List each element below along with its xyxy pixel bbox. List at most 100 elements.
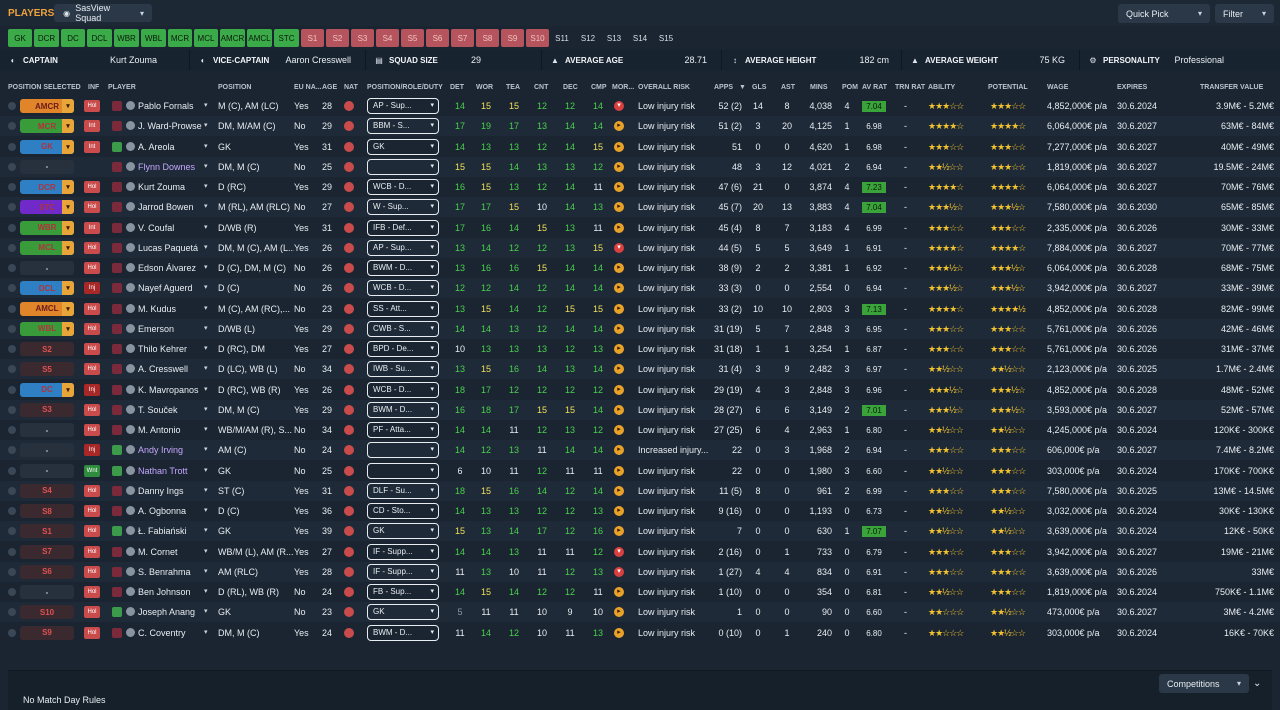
chevron-down-icon[interactable]: ▾ [204,223,208,231]
row-select-checkbox[interactable] [8,567,16,576]
col-ast[interactable]: AST [781,83,795,91]
player-name[interactable]: Lucas Paquetá [138,242,199,253]
morale-icon[interactable]: ▸ [614,263,624,273]
position-selected-dropdown[interactable]: - [20,261,74,275]
row-select-checkbox[interactable] [8,324,16,333]
player-name[interactable]: A. Ogbonna [138,506,187,516]
col-mins[interactable]: MINS [810,83,828,91]
row-select-checkbox[interactable] [8,426,16,434]
table-row[interactable]: S9 Hol C. Coventry ▾ DM, M (C) Yes 24 BWM - D..… [0,623,1280,643]
info-badge[interactable]: Hol [84,606,100,619]
position-chip-s1[interactable]: S1 [301,29,324,47]
match-day-rules[interactable]: No Match Day Rules [23,695,106,705]
role-duty-dropdown[interactable]: IWB - Su... ▾ [367,361,439,378]
position-chip-s8[interactable]: S8 [476,29,499,47]
position-chip-s13[interactable]: S13 [606,33,622,43]
position-selected-dropdown[interactable]: AMCR ▾ [20,99,74,113]
chevron-down-icon[interactable]: ▾ [204,142,208,150]
table-row[interactable]: - Hol M. Antonio ▾ WB/M/AM (R), S... No 34 PF -… [0,420,1280,440]
position-selected-dropdown[interactable]: S2 [20,342,74,356]
table-row[interactable]: DC ▾ Inj K. Mavropanos ▾ D (RC), WB (R) Yes 26 W… [0,380,1280,400]
table-row[interactable]: WBR ▾ Int V. Coufal ▾ D/WB (R) Yes 31 IFB - Def.… [0,218,1280,238]
chevron-down-icon[interactable]: ▾ [204,122,208,130]
morale-icon[interactable]: ▸ [614,465,624,476]
player-name[interactable]: Emerson [138,323,175,334]
col-expires[interactable]: EXPIRES [1117,83,1148,91]
col-trn-rat[interactable]: TRN RAT [895,83,926,91]
position-selected-dropdown[interactable]: DCR ▾ [20,180,74,194]
position-selected-dropdown[interactable]: S7 [20,544,74,559]
morale-icon[interactable]: ▾ [614,566,624,577]
chevron-down-icon[interactable]: ▾ [204,426,208,433]
chevron-down-icon[interactable]: ▾ [204,365,208,373]
morale-icon[interactable]: ▸ [614,141,624,152]
chevron-down-icon[interactable]: ▾ [204,284,208,292]
role-duty-dropdown[interactable]: BWM - D... ▾ [367,401,439,418]
col-morale[interactable]: MOR... [612,83,635,91]
row-select-checkbox[interactable] [8,183,16,191]
role-duty-dropdown[interactable]: AP - Sup... ▾ [367,239,439,256]
col-wor[interactable]: WOR [476,83,494,91]
chevron-down-icon[interactable]: ▾ [204,324,208,332]
chevron-down-icon[interactable]: ▾ [204,405,208,413]
morale-icon[interactable]: ▸ [614,384,624,395]
role-duty-dropdown[interactable]: SS - Att... ▾ [367,300,439,317]
position-chip-s7[interactable]: S7 [451,29,474,47]
table-row[interactable]: S8 Hol A. Ogbonna ▾ D (C) Yes 36 CD - Sto... ▾ 14… [0,501,1280,521]
role-duty-dropdown[interactable]: BBM - S... ▾ [367,118,439,135]
chevron-down-icon[interactable]: ▾ [204,446,208,454]
row-select-checkbox[interactable] [8,284,16,293]
morale-icon[interactable]: ▸ [614,404,624,415]
col-ability[interactable]: ABILITY [928,83,956,91]
row-select-checkbox[interactable] [8,162,16,171]
chevron-down-icon[interactable]: ▾ [1197,9,1202,18]
col-apps[interactable]: APPS [714,83,734,91]
position-selected-dropdown[interactable]: AMCL ▾ [20,301,74,316]
chevron-down-icon[interactable]: ▾ [204,628,208,636]
row-select-checkbox[interactable] [8,243,16,252]
position-selected-dropdown[interactable]: GK ▾ [20,139,74,154]
player-name[interactable]: Nayef Aguerd [138,283,193,294]
info-badge[interactable]: Int [84,120,100,133]
row-select-checkbox[interactable] [8,588,16,596]
info-badge[interactable]: Hol [84,302,100,315]
position-chip-mcr[interactable]: MCR [168,29,192,47]
player-name[interactable]: A. Areola [138,141,175,152]
player-name[interactable]: T. Souček [138,404,178,415]
position-selected-dropdown[interactable]: S10 [20,605,74,620]
player-name[interactable]: Joseph Anang [138,607,196,618]
player-name[interactable]: Jarrod Bowen [138,202,194,213]
player-name[interactable]: Nathan Trott [138,465,188,476]
player-name[interactable]: J. Ward-Prowse [138,121,202,132]
chevron-down-icon[interactable]: ▾ [204,345,208,352]
row-select-checkbox[interactable] [8,142,16,151]
col-overall-risk[interactable]: OVERALL RISK [638,83,690,91]
col-nat[interactable]: NAT [344,83,358,91]
morale-icon[interactable]: ▸ [614,202,624,213]
chevron-down-icon[interactable]: ▾ [204,102,208,109]
position-chip-mcl[interactable]: MCL [194,29,218,47]
position-chip-stc[interactable]: STC [274,29,299,47]
morale-icon[interactable]: ▸ [614,182,624,192]
table-row[interactable]: S7 Hol M. Cornet ▾ WB/M (L), AM (R... Yes 27 IF… [0,542,1280,562]
col-av-rat[interactable]: AV RAT [862,83,888,91]
info-badge[interactable]: Hol [84,525,100,538]
player-name[interactable]: K. Mavropanos [138,384,199,395]
role-duty-dropdown[interactable]: GK ▾ [367,138,439,155]
morale-icon[interactable]: ▸ [614,121,624,132]
info-badge[interactable]: Hol [84,545,100,558]
position-selected-dropdown[interactable]: - [20,463,74,478]
chevron-down-icon[interactable]: ▾ [204,264,208,271]
table-row[interactable]: GK ▾ Int A. Areola ▾ GK Yes 31 GK ▾ 14 13 13 12 14 15 ▸ L… [0,137,1280,157]
col-cmp[interactable]: CMP [591,83,607,91]
col-tea[interactable]: TEA [506,83,520,91]
row-select-checkbox[interactable] [8,608,16,617]
table-row[interactable]: S1 Hol Ł. Fabiański ▾ GK Yes 39 GK ▾ 15 13 14 17 12 16… [0,521,1280,542]
quick-pick-button[interactable]: Quick Pick ▾ [1118,4,1210,23]
info-badge[interactable]: Hol [84,241,100,254]
col-player[interactable]: PLAYER [108,83,136,91]
player-name[interactable]: Edson Álvarez [138,263,197,273]
info-badge[interactable]: Int [84,221,100,234]
table-row[interactable]: DCR ▾ Hol Kurt Zouma ▾ D (RC) Yes 29 WCB - D... ▾… [0,177,1280,197]
position-chip-s11[interactable]: S11 [555,33,569,43]
